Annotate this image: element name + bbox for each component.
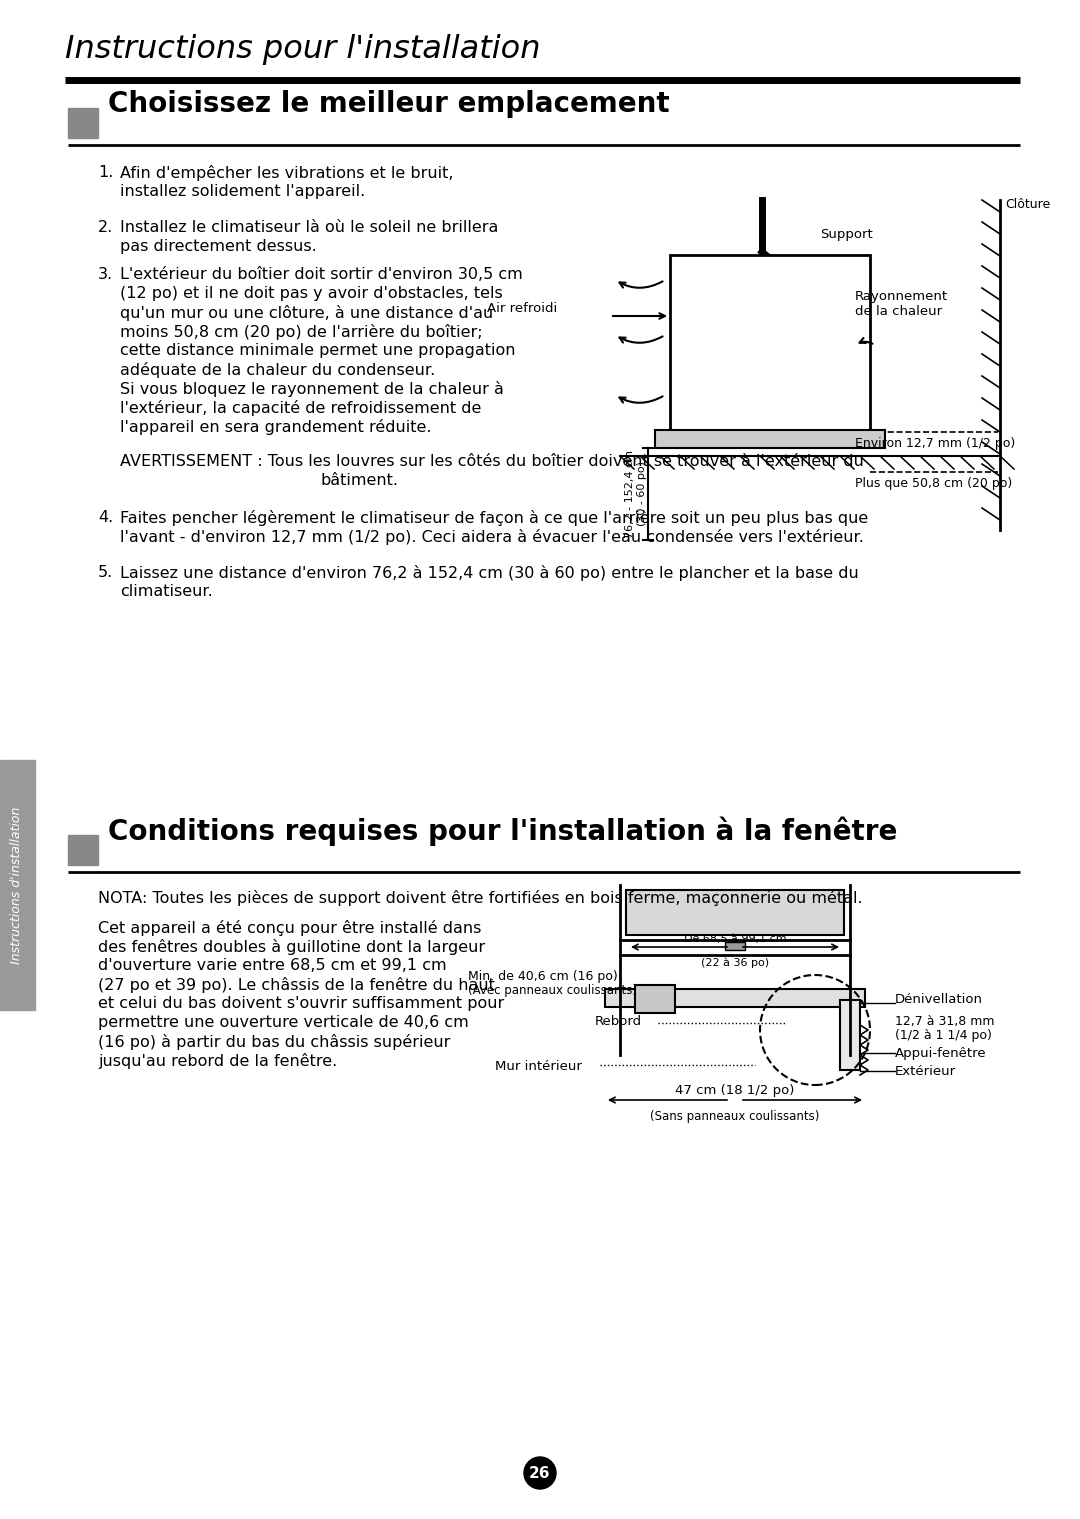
Text: Air refroidi: Air refroidi — [487, 301, 557, 314]
Text: AVERTISSEMENT : Tous les louvres sur les côtés du boîtier doivent se trouver à l: AVERTISSEMENT : Tous les louvres sur les… — [120, 454, 864, 469]
Bar — [68, 108, 98, 138]
Text: Plus que 50,8 cm (20 po): Plus que 50,8 cm (20 po) — [855, 477, 1012, 491]
Text: moins 50,8 cm (20 po) de l'arrière du boîtier;: moins 50,8 cm (20 po) de l'arrière du bo… — [120, 324, 483, 340]
Text: installez solidement l'appareil.: installez solidement l'appareil. — [120, 184, 365, 199]
Text: Rayonnement: Rayonnement — [855, 290, 948, 302]
Bar — [725, 942, 745, 949]
Text: Dénivellation: Dénivellation — [895, 993, 983, 1006]
Bar — [670, 255, 870, 430]
Text: Instructions d'installation: Instructions d'installation — [11, 807, 24, 963]
Text: et celui du bas doivent s'ouvrir suffisamment pour: et celui du bas doivent s'ouvrir suffisa… — [98, 996, 504, 1012]
Text: des fenêtres doubles à guillotine dont la largeur: des fenêtres doubles à guillotine dont l… — [98, 939, 485, 955]
Bar — [840, 1000, 860, 1069]
Bar — [654, 430, 885, 448]
Text: Faites pencher légèrement le climatiseur de façon à ce que l'arrière soit un peu: Faites pencher légèrement le climatiseur… — [120, 510, 868, 526]
Bar — [0, 760, 35, 1010]
Text: 12,7 à 31,8 mm: 12,7 à 31,8 mm — [895, 1015, 995, 1028]
Bar — [605, 989, 865, 1007]
Text: l'appareil en sera grandement réduite.: l'appareil en sera grandement réduite. — [120, 419, 432, 434]
Text: Rebord: Rebord — [595, 1015, 643, 1028]
Text: Environ 12,7 mm (1/2 po): Environ 12,7 mm (1/2 po) — [855, 437, 1015, 450]
Text: climatiseur.: climatiseur. — [120, 583, 213, 598]
Text: bâtiment.: bâtiment. — [320, 472, 399, 488]
Text: jusqu'au rebord de la fenêtre.: jusqu'au rebord de la fenêtre. — [98, 1053, 337, 1069]
Text: Si vous bloquez le rayonnement de la chaleur à: Si vous bloquez le rayonnement de la cha… — [120, 381, 504, 396]
Text: 1.: 1. — [98, 166, 113, 179]
Text: Cet appareil a été conçu pour être installé dans: Cet appareil a été conçu pour être insta… — [98, 921, 482, 936]
Text: 26: 26 — [529, 1466, 551, 1481]
Text: (27 po et 39 po). Le châssis de la fenêtre du haut: (27 po et 39 po). Le châssis de la fenêt… — [98, 977, 495, 993]
Text: 3.: 3. — [98, 267, 113, 283]
Text: Clôture: Clôture — [1005, 197, 1050, 211]
Text: (Avec panneaux coulissants): (Avec panneaux coulissants) — [468, 984, 637, 996]
Text: Appui-fenêtre: Appui-fenêtre — [895, 1047, 987, 1060]
Text: Afin d'empêcher les vibrations et le bruit,: Afin d'empêcher les vibrations et le bru… — [120, 166, 454, 181]
Text: L'extérieur du boîtier doit sortir d'environ 30,5 cm: L'extérieur du boîtier doit sortir d'env… — [120, 267, 523, 283]
Text: cette distance minimale permet une propagation: cette distance minimale permet une propa… — [120, 343, 515, 358]
Text: adéquate de la chaleur du condenseur.: adéquate de la chaleur du condenseur. — [120, 362, 435, 378]
Text: l'extérieur, la capacité de refroidissement de: l'extérieur, la capacité de refroidissem… — [120, 399, 482, 416]
Text: 4.: 4. — [98, 510, 113, 526]
Text: NOTA: Toutes les pièces de support doivent être fortifiées en bois ferme, maçonn: NOTA: Toutes les pièces de support doive… — [98, 890, 863, 905]
Text: permettre une ouverture verticale de 40,6 cm: permettre une ouverture verticale de 40,… — [98, 1015, 469, 1030]
Text: d'ouverture varie entre 68,5 cm et 99,1 cm: d'ouverture varie entre 68,5 cm et 99,1 … — [98, 958, 447, 974]
Text: Min. de 40,6 cm (16 po): Min. de 40,6 cm (16 po) — [468, 971, 618, 983]
Text: qu'un mur ou une clôture, à une distance d'au: qu'un mur ou une clôture, à une distance… — [120, 305, 494, 321]
Bar — [635, 984, 675, 1013]
Text: 2.: 2. — [98, 220, 113, 235]
Text: Instructions pour l'installation: Instructions pour l'installation — [65, 33, 540, 65]
Text: Installez le climatiseur là où le soleil ne brillera: Installez le climatiseur là où le soleil… — [120, 220, 498, 235]
Text: Conditions requises pour l'installation à la fenêtre: Conditions requises pour l'installation … — [108, 817, 897, 846]
Text: 76,2 - 152,4 cm
(30 - 60 po): 76,2 - 152,4 cm (30 - 60 po) — [625, 450, 647, 538]
Text: Extérieur: Extérieur — [895, 1065, 956, 1078]
Text: 47 cm (18 1/2 po): 47 cm (18 1/2 po) — [675, 1085, 795, 1097]
Text: (1/2 à 1 1/4 po): (1/2 à 1 1/4 po) — [895, 1028, 991, 1042]
Text: (Sans panneaux coulissants): (Sans panneaux coulissants) — [650, 1110, 820, 1123]
Text: pas directement dessus.: pas directement dessus. — [120, 238, 316, 254]
Text: de la chaleur: de la chaleur — [855, 305, 942, 317]
Text: De 68,5 à 99,1 cm: De 68,5 à 99,1 cm — [684, 934, 786, 943]
Circle shape — [524, 1457, 556, 1489]
Text: (12 po) et il ne doit pas y avoir d'obstacles, tels: (12 po) et il ne doit pas y avoir d'obst… — [120, 286, 503, 301]
Bar — [68, 835, 98, 864]
Text: (22 à 36 po): (22 à 36 po) — [701, 957, 769, 968]
Text: Choisissez le meilleur emplacement: Choisissez le meilleur emplacement — [108, 90, 670, 118]
Text: Support: Support — [820, 228, 873, 242]
Text: 5.: 5. — [98, 565, 113, 580]
Text: Laissez une distance d'environ 76,2 à 152,4 cm (30 à 60 po) entre le plancher et: Laissez une distance d'environ 76,2 à 15… — [120, 565, 859, 580]
Text: (16 po) à partir du bas du châssis supérieur: (16 po) à partir du bas du châssis supér… — [98, 1034, 450, 1050]
Text: l'avant - d'environ 12,7 mm (1/2 po). Ceci aidera à évacuer l'eau condensée vers: l'avant - d'environ 12,7 mm (1/2 po). Ce… — [120, 529, 864, 545]
Text: Mur intérieur: Mur intérieur — [495, 1060, 582, 1072]
Bar — [626, 890, 843, 936]
